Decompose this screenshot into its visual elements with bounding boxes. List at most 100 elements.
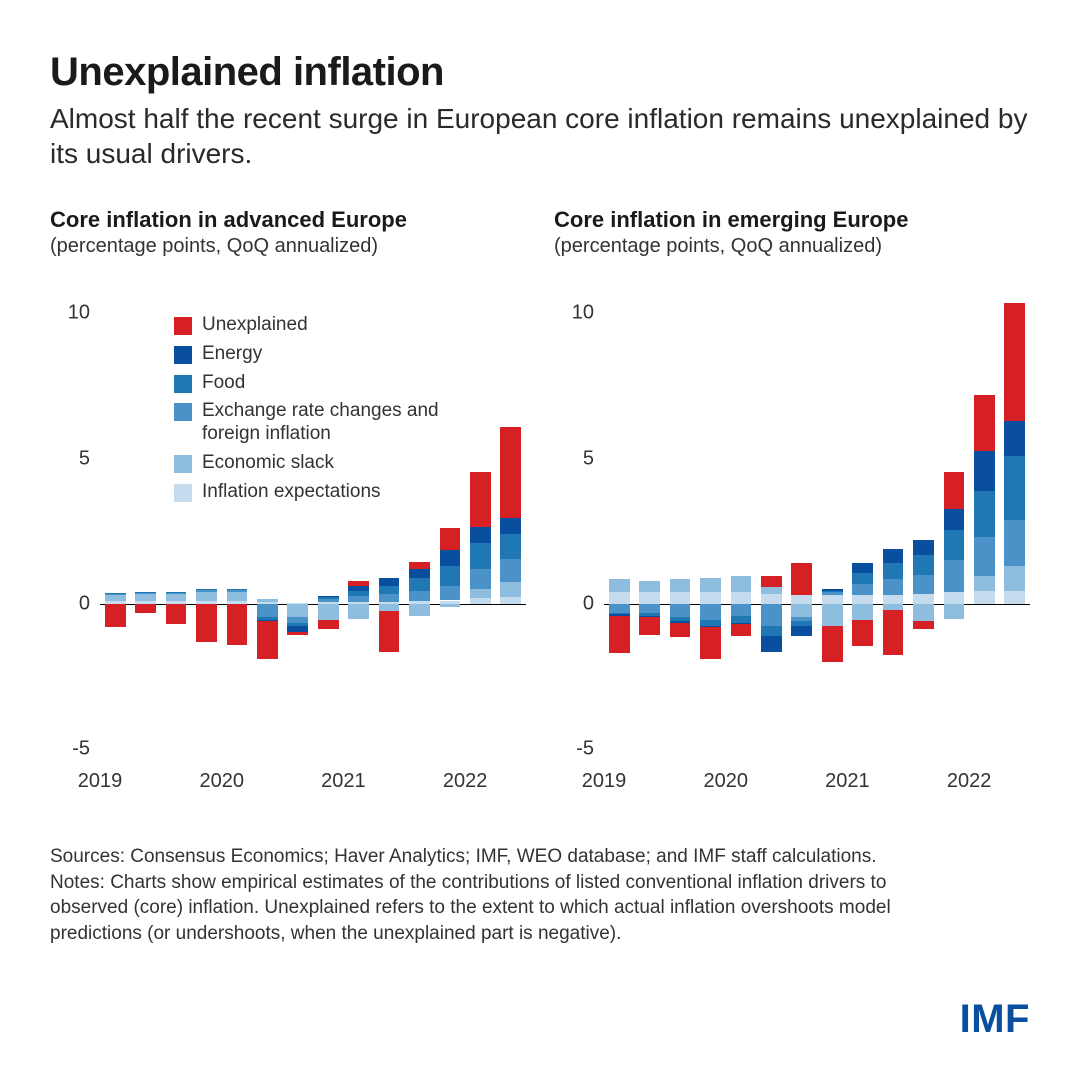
bar-seg-expectations <box>609 592 630 604</box>
bar-seg-exchange <box>379 594 400 601</box>
bar-seg-exchange <box>761 604 782 626</box>
bar-seg-unexplained <box>974 395 995 452</box>
bar-seg-energy <box>852 563 873 573</box>
bar-seg-unexplained <box>944 472 965 510</box>
bar-seg-energy <box>791 626 812 636</box>
bar-seg-food <box>944 530 965 561</box>
bar-seg-unexplained <box>670 623 691 638</box>
bar-seg-unexplained <box>1004 303 1025 421</box>
bar-seg-food <box>761 626 782 636</box>
y-tick: -5 <box>576 738 594 761</box>
legend-label: Inflation expectations <box>202 481 381 504</box>
bar-seg-unexplained <box>379 611 400 652</box>
bar <box>822 284 843 764</box>
bar-seg-unexplained <box>470 472 491 527</box>
y-tick: 0 <box>79 592 90 615</box>
bar-seg-slack <box>974 576 995 591</box>
bar-seg-unexplained <box>822 626 843 662</box>
legend-label: Energy <box>202 343 262 366</box>
bar-seg-slack <box>135 594 156 601</box>
bar <box>639 284 660 764</box>
bar-seg-food <box>500 534 521 559</box>
bar-seg-slack <box>791 604 812 617</box>
legend-item-expectations: Inflation expectations <box>174 481 452 504</box>
bar-seg-food <box>379 586 400 595</box>
bar <box>670 284 691 764</box>
legend-item-exchange: Exchange rate changes and foreign inflat… <box>174 400 452 446</box>
bar-seg-energy <box>822 589 843 590</box>
bar-seg-slack <box>500 582 521 597</box>
legend-label: Unexplained <box>202 314 308 337</box>
y-tick: 10 <box>572 302 594 325</box>
bar-seg-expectations <box>944 592 965 604</box>
bar-seg-exchange <box>731 604 752 616</box>
x-tick: 2022 <box>947 770 992 793</box>
bar-seg-unexplained <box>700 627 721 659</box>
chart-advanced-europe: Core inflation in advanced Europe (perce… <box>50 207 526 804</box>
bar <box>700 284 721 764</box>
bar <box>470 284 491 764</box>
bar-seg-energy <box>1004 421 1025 456</box>
bar-seg-unexplained <box>500 427 521 519</box>
bar-seg-energy <box>944 509 965 529</box>
chart-subtitle: (percentage points, QoQ annualized) <box>554 235 1030 258</box>
y-tick: 5 <box>79 447 90 470</box>
bar-seg-unexplained <box>731 624 752 636</box>
bar-seg-slack <box>609 579 630 592</box>
bar-seg-expectations <box>470 598 491 604</box>
bar-seg-exchange <box>409 591 430 601</box>
bar-seg-unexplained <box>409 562 430 569</box>
bar-seg-energy <box>379 578 400 585</box>
bar <box>500 284 521 764</box>
plot-area <box>604 284 1030 764</box>
bar-seg-unexplained <box>227 604 248 645</box>
bar-seg-energy <box>409 569 430 578</box>
bar-seg-unexplained <box>348 581 369 585</box>
bar-seg-food <box>196 589 217 590</box>
bar-seg-exchange <box>440 586 461 601</box>
bar-seg-exchange <box>609 604 630 613</box>
y-axis: -50510 <box>50 284 100 764</box>
legend-item-energy: Energy <box>174 343 452 366</box>
bar-seg-exchange <box>1004 520 1025 567</box>
bar-seg-slack <box>196 592 217 601</box>
bar-seg-food <box>822 591 843 592</box>
bar-seg-food <box>318 597 339 598</box>
bar-seg-food <box>105 593 126 594</box>
bar-seg-expectations <box>852 595 873 604</box>
bar-seg-energy <box>974 451 995 490</box>
bar-seg-food <box>913 555 934 575</box>
bar <box>944 284 965 764</box>
bar-seg-unexplained <box>761 576 782 586</box>
bar-seg-slack <box>287 604 308 617</box>
bar-seg-expectations <box>761 594 782 604</box>
bar-seg-unexplained <box>913 621 934 628</box>
bar-seg-unexplained <box>166 604 187 624</box>
bar-seg-slack <box>913 604 934 621</box>
y-tick: -5 <box>72 738 90 761</box>
bar-seg-food <box>166 592 187 593</box>
chart-title: Core inflation in emerging Europe <box>554 207 1030 233</box>
bar-seg-exchange <box>135 592 156 593</box>
bar <box>913 284 934 764</box>
legend-label: Exchange rate changes and foreign inflat… <box>202 400 452 446</box>
bar-seg-energy <box>913 540 934 555</box>
legend-label: Food <box>202 372 245 395</box>
bar-seg-energy <box>500 518 521 534</box>
bar-seg-expectations <box>974 591 995 604</box>
plot-wrap: -50510 2019202020212022 <box>554 284 1030 804</box>
bar-seg-energy <box>470 527 491 543</box>
bar-seg-unexplained <box>105 604 126 627</box>
page-title: Unexplained inflation <box>50 50 1030 95</box>
bar-seg-exchange <box>348 596 369 602</box>
bar-seg-slack <box>670 579 691 592</box>
bar-seg-exchange <box>105 594 126 595</box>
bar-seg-unexplained <box>257 621 278 659</box>
bar-seg-energy <box>440 550 461 566</box>
bar-seg-exchange <box>700 604 721 620</box>
bar-seg-unexplained <box>196 604 217 642</box>
legend-item-food: Food <box>174 372 452 395</box>
bar-seg-slack <box>227 592 248 601</box>
bar-seg-slack <box>822 604 843 626</box>
bar-seg-slack <box>440 604 461 607</box>
